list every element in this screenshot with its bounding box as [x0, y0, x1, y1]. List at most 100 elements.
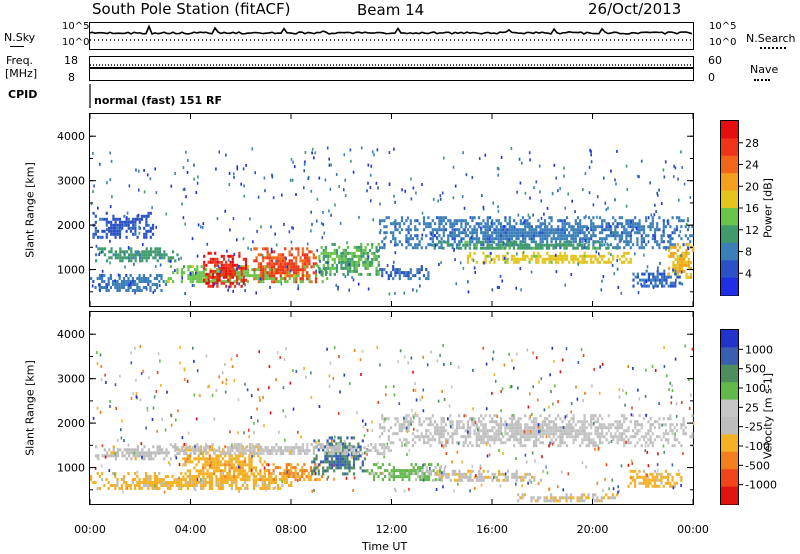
echo-cell — [603, 243, 606, 247]
echo-cell — [576, 432, 580, 436]
echo-cell — [335, 269, 339, 273]
echo-cell — [261, 484, 264, 487]
echo-cell — [310, 229, 312, 233]
echo-cell — [532, 417, 536, 421]
echo-cell — [640, 234, 643, 238]
echo-cell — [460, 478, 463, 482]
echo-cell — [240, 278, 243, 282]
echo-cell — [170, 184, 173, 188]
echo-cell — [526, 222, 529, 226]
echo-cell — [549, 441, 551, 445]
echo-cell — [456, 478, 459, 482]
echo-cell — [317, 443, 320, 447]
echo-cell — [552, 254, 555, 258]
echo-cell — [343, 188, 345, 192]
echo-cell — [125, 451, 128, 455]
echo-cell — [411, 246, 415, 250]
echo-cell — [607, 260, 610, 264]
echo-cell — [210, 457, 214, 461]
echo-cell — [605, 234, 608, 238]
echo-cell — [416, 268, 419, 272]
echo-cell — [312, 446, 315, 450]
echo-cell — [546, 429, 549, 433]
echo-cell — [469, 472, 472, 476]
echo-cell — [376, 148, 379, 152]
echo-cell — [162, 478, 165, 481]
echo-cell — [401, 469, 404, 473]
echo-cell — [431, 240, 434, 244]
echo-cell — [344, 263, 347, 267]
echo-cell — [432, 197, 435, 201]
echo-cell — [432, 478, 435, 482]
echo-cell — [407, 271, 410, 275]
echo-cell — [676, 275, 679, 279]
echo-cell — [167, 256, 170, 260]
echo-cell — [530, 496, 533, 500]
echo-cell — [363, 457, 367, 461]
echo-cell — [689, 272, 693, 276]
echo-cell — [331, 263, 334, 267]
echo-cell — [142, 274, 145, 277]
echo-cell — [95, 253, 98, 257]
echo-cell — [136, 251, 138, 255]
echo-cell — [647, 444, 650, 448]
echo-cell — [581, 432, 584, 436]
echo-cell — [418, 423, 421, 427]
echo-cell — [559, 246, 562, 250]
echo-cell — [543, 237, 547, 241]
echo-cell — [231, 260, 234, 264]
echo-cell — [414, 228, 417, 232]
echo-cell — [592, 414, 595, 418]
echo-cell — [658, 281, 661, 285]
echo-cell — [565, 444, 569, 448]
echo-cell — [279, 487, 282, 490]
echo-cell — [480, 438, 483, 442]
echo-cell — [614, 228, 617, 232]
echo-cell — [333, 266, 336, 270]
echo-cell — [318, 478, 321, 482]
echo-cell — [504, 216, 507, 220]
echo-cell — [340, 266, 343, 270]
echo-cell — [414, 243, 417, 247]
echo-cell — [561, 219, 564, 223]
echo-cell — [153, 472, 156, 475]
echo-cell — [649, 438, 652, 442]
echo-cell — [484, 429, 487, 433]
echo-cell — [394, 489, 397, 493]
echo-cell — [427, 271, 430, 275]
echo-cell — [403, 271, 406, 275]
echo-cell — [486, 237, 489, 241]
echo-cell — [462, 231, 465, 235]
echo-cell — [418, 268, 421, 272]
echo-cell — [356, 452, 359, 456]
echo-cell — [248, 475, 251, 479]
echo-cell — [570, 423, 573, 427]
echo-cell — [559, 370, 562, 374]
echo-cell — [352, 170, 355, 174]
echo-cell — [264, 274, 267, 278]
echo-cell — [310, 189, 313, 193]
echo-cell — [373, 254, 376, 258]
echo-cell — [419, 478, 422, 482]
echo-cell — [420, 268, 423, 272]
echo-cell — [147, 211, 150, 215]
echo-cell — [284, 274, 287, 278]
echo-cell — [244, 260, 248, 264]
echo-cell — [360, 254, 363, 258]
echo-cell — [322, 211, 324, 214]
echo-cell — [180, 271, 183, 275]
echo-cell — [587, 240, 591, 244]
echo-cell — [335, 454, 338, 458]
echo-cell — [130, 250, 133, 254]
echo-cell — [312, 256, 315, 260]
echo-cell — [647, 234, 650, 238]
echo-cell — [572, 429, 575, 433]
echo-cell — [351, 260, 354, 264]
echo-cell — [680, 150, 682, 154]
echo-cell — [678, 198, 680, 202]
echo-cell — [346, 272, 350, 276]
echo-cell — [473, 423, 476, 427]
echo-cell — [393, 221, 395, 225]
echo-cell — [368, 472, 371, 476]
echo-cell — [421, 472, 424, 476]
